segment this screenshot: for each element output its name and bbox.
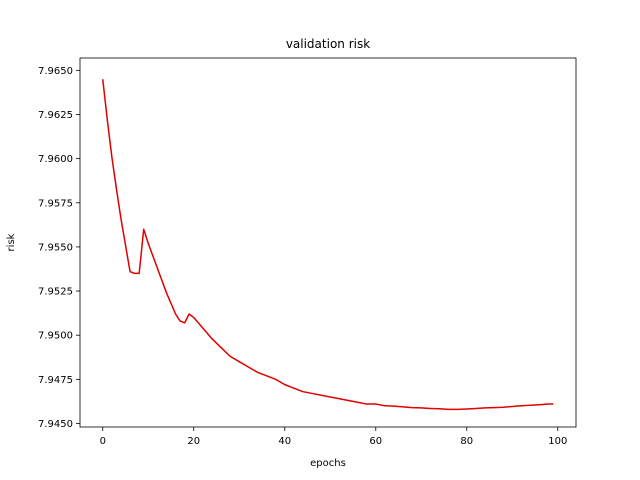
x-tick-label: 80 xyxy=(460,436,473,447)
y-tick-label: 7.9575 xyxy=(38,198,73,209)
series-line-validation-risk xyxy=(102,79,554,411)
y-tick-label: 7.9475 xyxy=(38,375,73,386)
x-tick-label: 40 xyxy=(278,436,291,447)
x-tick-label: 60 xyxy=(369,436,382,447)
y-tick-label: 7.9500 xyxy=(38,331,73,342)
y-axis-label: risk xyxy=(6,233,17,251)
plot-frame xyxy=(79,57,577,428)
x-tick-label: 0 xyxy=(100,436,106,447)
chart-title: validation risk xyxy=(286,37,370,51)
x-tick-label: 20 xyxy=(187,436,200,447)
y-tick-label: 7.9600 xyxy=(38,154,73,165)
y-tick-label: 7.9550 xyxy=(38,242,73,253)
y-axis: 7.9450 7.9475 7.9500 7.9525 7.9550 7.9575 7.96… xyxy=(38,66,80,430)
y-tick-label: 7.9450 xyxy=(38,419,73,430)
y-tick-label: 7.9625 xyxy=(38,110,73,121)
x-tick-label: 100 xyxy=(548,436,567,447)
x-axis: 0 20 40 60 80 100 xyxy=(100,427,567,447)
x-axis-label: epochs xyxy=(310,458,346,469)
y-tick-label: 7.9650 xyxy=(38,66,73,77)
y-tick-label: 7.9525 xyxy=(38,287,73,298)
plot-area xyxy=(80,58,576,427)
